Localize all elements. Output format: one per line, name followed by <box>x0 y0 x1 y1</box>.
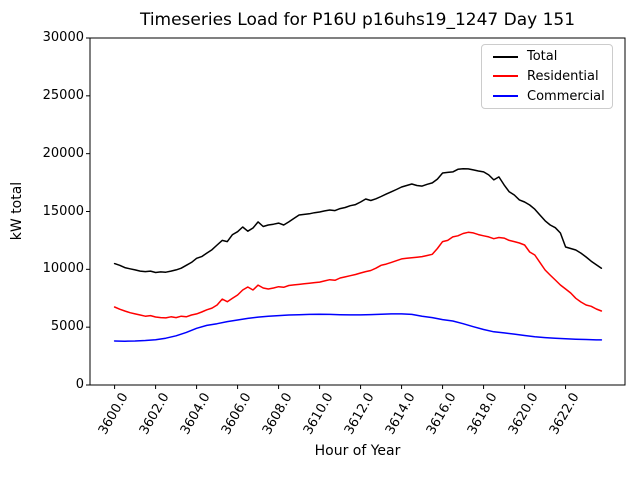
y-axis-label: kW total <box>9 181 25 241</box>
legend: Total Residential Commercial <box>481 44 613 109</box>
y-tick-label: 25000 <box>42 87 84 103</box>
legend-label-commercial: Commercial <box>527 88 605 104</box>
residential-line <box>113 231 603 319</box>
legend-entry-commercial: Commercial <box>482 89 612 104</box>
residential-line-swatch <box>493 75 518 78</box>
commercial-line-swatch <box>493 95 518 98</box>
y-tick-label: 0 <box>75 377 84 392</box>
y-tick-label: 10000 <box>42 261 84 277</box>
y-tick-label: 20000 <box>42 145 84 161</box>
y-tick-label: 30000 <box>42 30 84 45</box>
total-line <box>113 167 603 274</box>
legend-entry-total: Total <box>482 49 612 64</box>
commercial-line <box>113 313 603 342</box>
total-line-swatch <box>493 55 518 58</box>
x-axis-label: Hour of Year <box>314 443 401 459</box>
legend-label-total: Total <box>527 49 558 65</box>
chart-title: Timeseries Load for P16U p16uhs19_1247 D… <box>139 10 576 30</box>
legend-label-residential: Residential <box>527 68 599 84</box>
y-tick-label: 5000 <box>50 319 84 335</box>
legend-entry-residential: Residential <box>482 69 612 84</box>
y-tick-label: 15000 <box>42 203 84 219</box>
